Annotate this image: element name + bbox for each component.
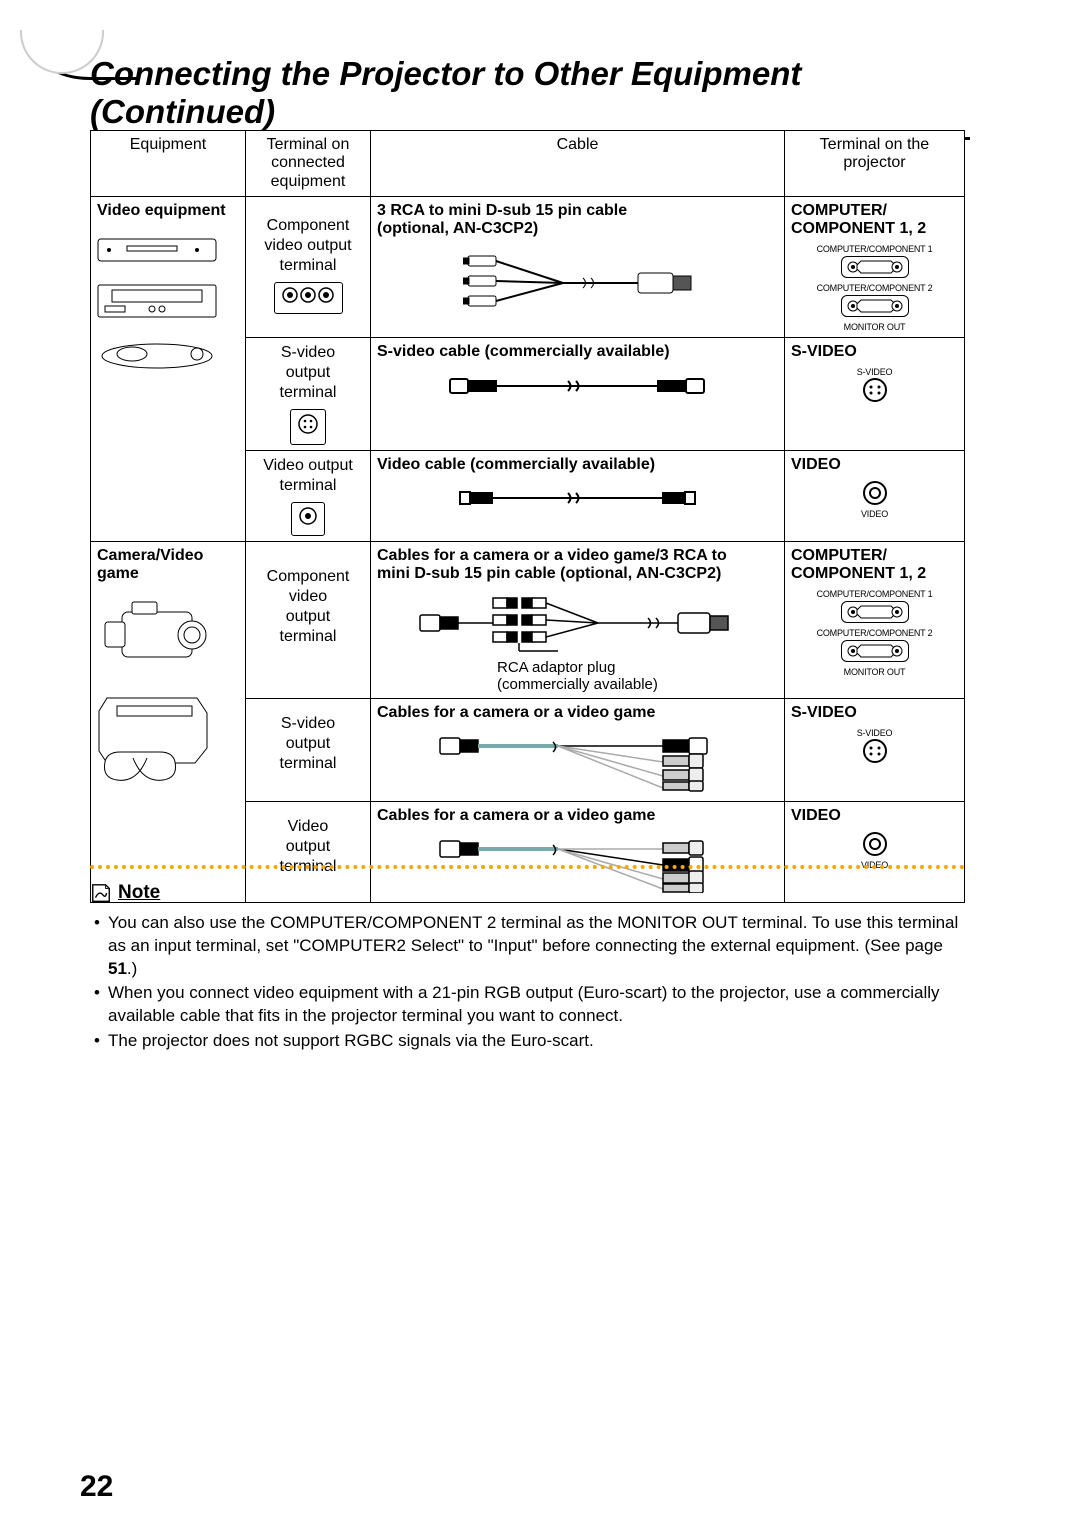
port-label: S-VIDEO: [791, 728, 958, 738]
projector-terminal-cell: S-VIDEO S-VIDEO: [785, 699, 965, 802]
vcr-icon: [97, 280, 217, 325]
projector-terminal-label: COMPUTER/ COMPONENT 1, 2: [791, 202, 958, 238]
vga-port-icon: [841, 640, 909, 662]
terminal-label: S-video output terminal: [252, 714, 364, 774]
projector-terminal-label: COMPUTER/ COMPONENT 1, 2: [791, 547, 958, 583]
note-header: Note: [90, 880, 965, 906]
camera-svideo-cable-icon: [438, 732, 718, 792]
projector-terminal-label: VIDEO: [791, 807, 958, 825]
cable-cell: 3 RCA to mini D-sub 15 pin cable (option…: [371, 197, 785, 338]
note-item: When you connect video equipment with a …: [94, 982, 965, 1028]
cable-label: 3 RCA to mini D-sub 15 pin cable (option…: [377, 202, 778, 238]
component-terminal-icon: [274, 282, 343, 314]
projector-terminal-cell: COMPUTER/ COMPONENT 1, 2 COMPUTER/COMPON…: [785, 197, 965, 338]
port-label: COMPUTER/COMPONENT 1: [791, 244, 958, 254]
svideo-cable-icon: [448, 371, 708, 401]
terminal-label: S-video output terminal: [252, 343, 364, 403]
connection-table: Equipment Terminal on connected equipmen…: [90, 130, 965, 903]
projector-terminal-cell: S-VIDEO S-VIDEO: [785, 338, 965, 451]
equipment-label: Camera/Video game: [97, 547, 239, 583]
camera-icon: [97, 597, 217, 677]
projector-terminal-label: S-VIDEO: [791, 704, 958, 722]
camcorder-icon: [97, 336, 217, 371]
cable-label: Cables for a camera or a video game: [377, 807, 778, 825]
port-label: MONITOR OUT: [791, 667, 958, 677]
projector-terminal-cell: VIDEO VIDEO: [785, 451, 965, 542]
terminal-label: Video output terminal: [252, 456, 364, 496]
terminal-cell: Component video output terminal: [246, 197, 371, 338]
note-item: The projector does not support RGBC sign…: [94, 1030, 965, 1053]
cable-label: Cables for a camera or a video game/3 RC…: [377, 547, 778, 583]
note-item: You can also use the COMPUTER/COMPONENT …: [94, 912, 965, 981]
cable-label: S-video cable (commercially available): [377, 343, 778, 361]
projector-terminal-label: VIDEO: [791, 456, 958, 474]
projector-terminal-label: S-VIDEO: [791, 343, 958, 361]
equipment-cell-camera: Camera/Video game: [91, 542, 246, 903]
vga-port-icon: [841, 295, 909, 317]
cable-note: RCA adaptor plug (commercially available…: [377, 659, 778, 693]
dvd-player-icon: [97, 234, 217, 269]
header-equipment: Equipment: [91, 131, 246, 197]
video-port-icon: [862, 831, 888, 857]
video-port-icon: [862, 480, 888, 506]
cable-cell: Video cable (commercially available): [371, 451, 785, 542]
note-list: You can also use the COMPUTER/COMPONENT …: [90, 912, 965, 1054]
terminal-cell: S-video output terminal: [246, 699, 371, 802]
page-number: 22: [80, 1470, 113, 1504]
port-label: COMPUTER/COMPONENT 2: [791, 628, 958, 638]
port-label: VIDEO: [791, 509, 958, 519]
header-terminal-eq: Terminal on connected equipment: [246, 131, 371, 197]
port-label: MONITOR OUT: [791, 322, 958, 332]
terminal-label: Component video output terminal: [252, 216, 364, 276]
terminal-cell: S-video output terminal: [246, 338, 371, 451]
svideo-port-icon: [862, 738, 888, 764]
port-label: COMPUTER/COMPONENT 1: [791, 589, 958, 599]
equipment-cell-video: Video equipment: [91, 197, 246, 542]
note-icon: [90, 882, 112, 904]
header-cable: Cable: [371, 131, 785, 197]
projector-terminal-cell: COMPUTER/ COMPONENT 1, 2 COMPUTER/COMPON…: [785, 542, 965, 699]
page-title: Connecting the Projector to Other Equipm…: [90, 55, 970, 140]
header-terminal-proj: Terminal on the projector: [785, 131, 965, 197]
dotted-separator: [90, 865, 965, 869]
video-terminal-icon: [291, 502, 325, 536]
port-label: S-VIDEO: [791, 367, 958, 377]
rca-to-dsub-cable-icon: [463, 248, 693, 318]
cable-cell: Cables for a camera or a video game: [371, 699, 785, 802]
camera-component-cable-icon: [418, 593, 738, 653]
port-label: COMPUTER/COMPONENT 2: [791, 283, 958, 293]
svideo-terminal-icon: [290, 409, 326, 445]
svideo-port-icon: [862, 377, 888, 403]
terminal-cell: Video output terminal: [246, 451, 371, 542]
note-section: Note You can also use the COMPUTER/COMPO…: [90, 880, 965, 1055]
note-title: Note: [118, 880, 160, 906]
cable-label: Video cable (commercially available): [377, 456, 778, 474]
video-cable-icon: [458, 484, 698, 512]
terminal-cell: Component video output terminal: [246, 542, 371, 699]
terminal-label: Component video output terminal: [252, 567, 364, 647]
equipment-label: Video equipment: [97, 202, 239, 220]
cable-cell: Cables for a camera or a video game/3 RC…: [371, 542, 785, 699]
cable-cell: S-video cable (commercially available): [371, 338, 785, 451]
vga-port-icon: [841, 256, 909, 278]
cable-label: Cables for a camera or a video game: [377, 704, 778, 722]
game-console-icon: [97, 688, 217, 788]
vga-port-icon: [841, 601, 909, 623]
